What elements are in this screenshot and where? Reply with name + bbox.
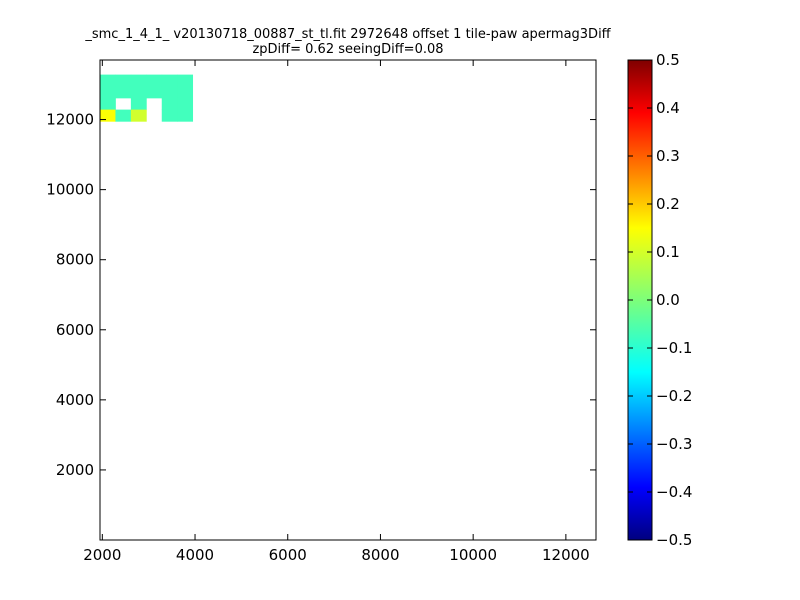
colorbar-tick-label: −0.1	[656, 339, 692, 357]
colorbar-tick-label: −0.2	[656, 387, 692, 405]
x-tick-label: 4000	[176, 546, 214, 564]
colorbar-tick-label: 0.2	[656, 195, 680, 213]
y-tick-label: 12000	[46, 111, 94, 129]
heatmap-cell	[146, 74, 163, 87]
heatmap-cell	[177, 97, 194, 111]
y-tick-label: 2000	[56, 461, 94, 479]
colorbar-tick-label: 0.4	[656, 99, 680, 117]
x-tick-label: 12000	[542, 546, 590, 564]
y-tick-label: 8000	[56, 251, 94, 269]
heatmap-cell	[130, 97, 147, 111]
heatmap-cell	[161, 97, 178, 111]
colorbar-axis: 0.5 0.4 0.3 0.2 0.1 0.0 −0.1 −0.2 −0.3 −0.4 −0.5	[628, 51, 692, 549]
heatmap-cell	[177, 109, 194, 122]
heatmap-cell	[161, 86, 178, 99]
x-tick-label: 6000	[269, 546, 307, 564]
y-tick-label: 6000	[56, 321, 94, 339]
heatmap-cell	[115, 109, 132, 122]
colorbar-tick-label: −0.3	[656, 435, 692, 453]
colorbar-tick-label: −0.5	[656, 531, 692, 549]
y-tick-label: 10000	[46, 181, 94, 199]
chart-subtitle: zpDiff= 0.62 seeingDiff=0.08	[252, 42, 443, 57]
y-axis: 2000 4000 6000 8000 10000 12000	[46, 111, 596, 479]
x-tick-label: 2000	[83, 546, 121, 564]
heatmap-cell	[100, 86, 116, 99]
heatmap-cell	[146, 86, 163, 99]
colorbar-tick-label: 0.1	[656, 243, 680, 261]
x-tick-label: 10000	[449, 546, 497, 564]
heatmap-cell	[115, 74, 132, 87]
heatmap-cell	[130, 86, 147, 99]
colorbar-tick-label: −0.4	[656, 483, 692, 501]
heatmap-cell	[100, 74, 116, 87]
heatmap-cell	[115, 86, 132, 99]
x-tick-label: 8000	[361, 546, 399, 564]
heatmap-cell	[130, 74, 147, 87]
chart-title: _smc_1_4_1_ v20130718_00887_st_tl.fit 29…	[84, 27, 611, 42]
heatmap-cell	[130, 109, 147, 122]
heatmap-cell	[161, 74, 178, 87]
x-axis: 2000 4000 6000 8000 10000 12000	[83, 60, 590, 564]
heatmap-cell	[100, 109, 116, 122]
y-tick-label: 4000	[56, 391, 94, 409]
heatmap-cell	[100, 97, 116, 111]
colorbar-tick-label: 0.5	[656, 51, 680, 69]
heatmap-cells	[100, 74, 194, 122]
heatmap-cell	[177, 86, 194, 99]
colorbar-tick-label: 0.0	[656, 291, 680, 309]
heatmap-cell	[177, 74, 194, 87]
plot-area-frame	[99, 59, 597, 541]
heatmap-cell	[161, 109, 178, 122]
colorbar-tick-label: 0.3	[656, 147, 680, 165]
